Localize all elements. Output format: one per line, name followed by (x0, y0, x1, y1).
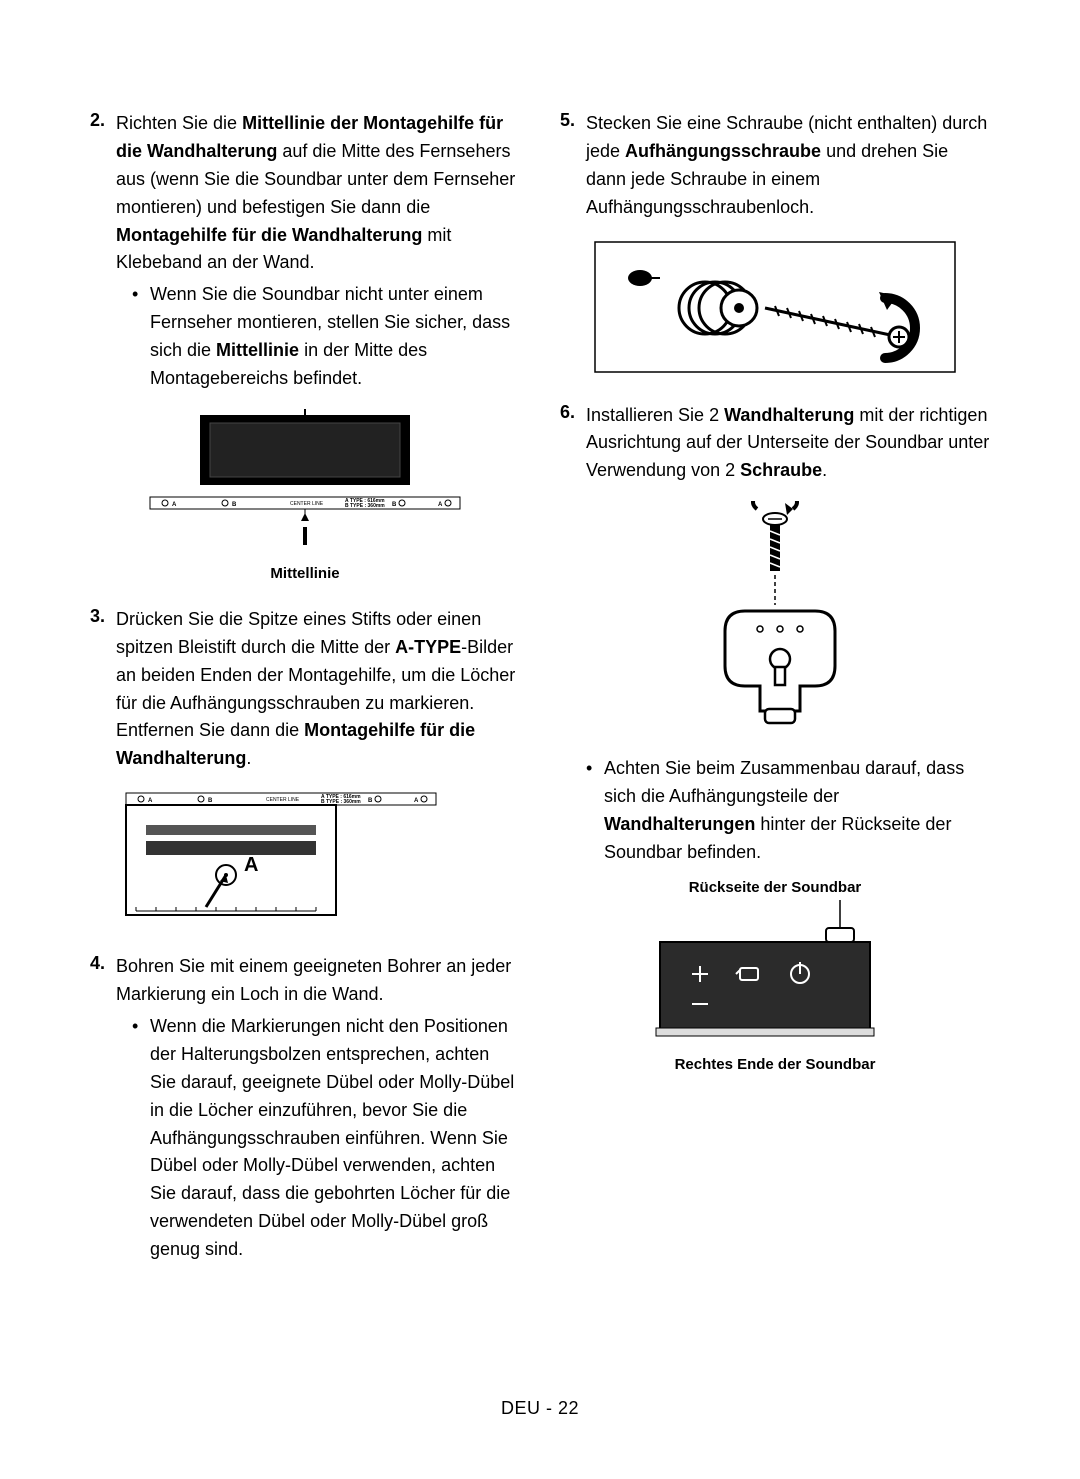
left-column: 2. Richten Sie die Mittellinie der Monta… (90, 110, 520, 1276)
text-bold: A-TYPE (395, 637, 461, 657)
step-body: Installieren Sie 2 Wandhalterung mit der… (586, 402, 990, 486)
svg-text:A: A (148, 798, 153, 804)
step-number: 2. (90, 110, 116, 393)
svg-text:A: A (244, 854, 258, 876)
text-bold: Schraube (740, 460, 822, 480)
step-body: Drücken Sie die Spitze eines Stifts oder… (116, 606, 520, 773)
text: Installieren Sie 2 (586, 405, 724, 425)
svg-text:A: A (414, 798, 419, 804)
step-6: 6. Installieren Sie 2 Wandhalterung mit … (560, 402, 990, 486)
text-bold: Montagehilfe für die Wandhalterung (116, 225, 422, 245)
bullet-icon: • (586, 755, 604, 867)
label-b: B (232, 502, 237, 508)
tv-template-illustration: A B CENTER LINE A TYPE : 616mm B TYPE : … (140, 409, 470, 559)
figure-bracket (560, 501, 990, 731)
text: Bohren Sie mit einem geeigneten Bohrer a… (116, 956, 511, 1004)
sub-bullet: • Wenn Sie die Soundbar nicht unter eine… (116, 281, 520, 393)
text: . (246, 748, 251, 768)
step-number: 5. (560, 110, 586, 222)
marking-illustration: A B CENTER LINE A TYPE : 616mm B TYPE : … (116, 789, 446, 929)
label-b2: B (392, 502, 397, 508)
sub-bullet: • Wenn die Markierungen nicht den Positi… (116, 1013, 520, 1264)
text: Wenn die Markierungen nicht den Position… (150, 1016, 514, 1259)
step-body: Richten Sie die Mittellinie der Montageh… (116, 110, 520, 393)
label-center: CENTER LINE (290, 501, 324, 507)
right-column: 5. Stecken Sie eine Schraube (nicht enth… (560, 110, 990, 1276)
svg-text:B: B (208, 798, 213, 804)
step-5: 5. Stecken Sie eine Schraube (nicht enth… (560, 110, 990, 222)
sub-body: Achten Sie beim Zusammenbau darauf, dass… (604, 755, 990, 867)
two-column-layout: 2. Richten Sie die Mittellinie der Monta… (90, 110, 990, 1276)
text-bold: Mittellinie (216, 340, 299, 360)
step-3: 3. Drücken Sie die Spitze eines Stifts o… (90, 606, 520, 773)
step-number: 4. (90, 953, 116, 1264)
step-2: 2. Richten Sie die Mittellinie der Monta… (90, 110, 520, 393)
sub-body: Wenn Sie die Soundbar nicht unter einem … (150, 281, 520, 393)
figure-screw-anchor (560, 238, 990, 378)
sub-body: Wenn die Markierungen nicht den Position… (150, 1013, 520, 1264)
figure-caption-bottom: Rechtes Ende der Soundbar (675, 1056, 876, 1073)
text-bold: Aufhängungsschraube (625, 141, 821, 161)
step-body: Bohren Sie mit einem geeigneten Bohrer a… (116, 953, 520, 1264)
page-footer: DEU - 22 (0, 1398, 1080, 1419)
text-bold: Wandhalterung (724, 405, 854, 425)
svg-text:B: B (368, 798, 373, 804)
bracket-illustration (675, 501, 875, 731)
step-number: 3. (90, 606, 116, 773)
step-4: 4. Bohren Sie mit einem geeigneten Bohre… (90, 953, 520, 1264)
text: . (822, 460, 827, 480)
label-type-b: B TYPE : 360mm (345, 503, 385, 509)
figure-soundbar-rear: Rückseite der Soundbar (560, 873, 990, 1073)
screw-anchor-illustration (585, 238, 965, 378)
label-a: A (172, 502, 177, 508)
soundbar-rear-illustration (640, 900, 910, 1050)
figure-caption-top: Rückseite der Soundbar (689, 879, 862, 896)
text: Richten Sie die (116, 113, 242, 133)
step-body: Stecken Sie eine Schraube (nicht enthalt… (586, 110, 990, 222)
svg-text:CENTER LINE: CENTER LINE (266, 797, 300, 803)
label-a2: A (438, 502, 443, 508)
step-6-sub: • Achten Sie beim Zusammenbau darauf, da… (560, 755, 990, 867)
bullet-icon: • (132, 281, 150, 393)
text: Achten Sie beim Zusammenbau darauf, dass… (604, 758, 964, 806)
figure-tv-template: A B CENTER LINE A TYPE : 616mm B TYPE : … (90, 409, 520, 582)
text-bold: Wandhalterungen (604, 814, 755, 834)
bullet-icon: • (132, 1013, 150, 1264)
step-number: 6. (560, 402, 586, 486)
figure-caption: Mittellinie (270, 565, 339, 582)
figure-marking: A B CENTER LINE A TYPE : 616mm B TYPE : … (116, 789, 520, 929)
